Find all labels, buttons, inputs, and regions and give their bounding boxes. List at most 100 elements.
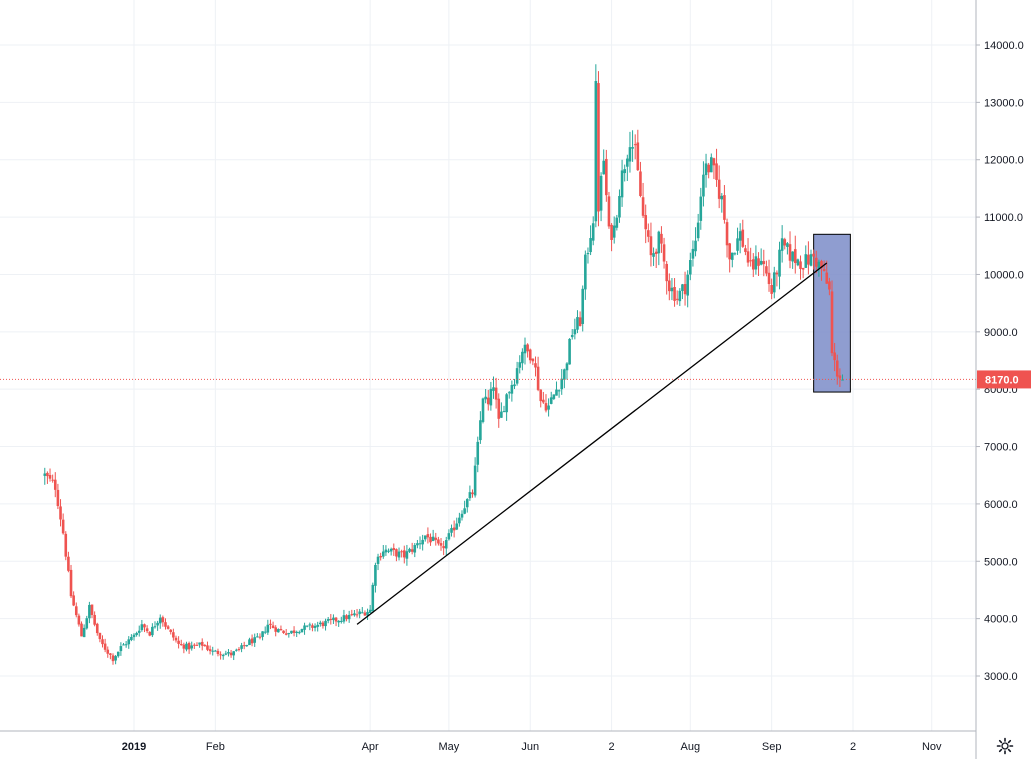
- candle: [709, 153, 713, 173]
- candle-body: [371, 584, 375, 611]
- candle-body: [476, 441, 480, 465]
- candle-body: [219, 654, 222, 656]
- candle: [308, 622, 312, 631]
- candle-body: [321, 622, 325, 627]
- x-tick-label: 2019: [122, 741, 146, 753]
- candle: [88, 601, 91, 624]
- candle-body: [460, 513, 464, 518]
- candle: [772, 266, 776, 299]
- candle-body: [793, 249, 797, 264]
- candle: [431, 529, 435, 542]
- candle: [237, 647, 241, 652]
- candle: [274, 625, 278, 637]
- candle-body: [334, 617, 338, 622]
- candle: [313, 623, 317, 632]
- candle: [53, 472, 57, 498]
- candle: [476, 436, 480, 473]
- candle: [418, 536, 422, 550]
- candle: [665, 261, 668, 295]
- candle-body: [161, 617, 165, 623]
- candle-body: [179, 644, 183, 646]
- candle-body: [660, 233, 663, 244]
- candle-body: [198, 642, 201, 645]
- candle-body: [172, 632, 175, 638]
- candle-body: [586, 252, 590, 255]
- candle-body: [85, 618, 89, 629]
- candle: [172, 628, 175, 641]
- candle: [804, 245, 808, 269]
- candle: [796, 258, 800, 267]
- candle-body: [410, 549, 414, 552]
- candle-body: [489, 388, 493, 406]
- candle-body: [673, 287, 676, 301]
- candle: [623, 164, 627, 182]
- candle: [683, 271, 687, 306]
- candle: [694, 227, 697, 257]
- candle-body: [360, 612, 364, 614]
- candle: [633, 134, 637, 160]
- candle: [602, 149, 606, 175]
- candle: [77, 613, 81, 627]
- candle-body: [796, 259, 800, 266]
- candle: [552, 394, 556, 401]
- candle: [200, 638, 204, 651]
- current-price-label: 8170.0: [977, 370, 1031, 389]
- candle: [786, 242, 789, 255]
- candle: [730, 252, 734, 268]
- candle: [284, 629, 288, 636]
- candle: [702, 161, 705, 207]
- candle: [765, 260, 768, 277]
- candle: [177, 636, 180, 649]
- candle: [421, 534, 424, 551]
- candle: [778, 241, 781, 290]
- candle-body: [442, 546, 445, 549]
- price-axis-ticks[interactable]: 14000.0 13000.0 12000.0 11000.0 10000.0 9000.…: [976, 40, 1024, 683]
- candle: [523, 337, 527, 365]
- candle-body: [720, 195, 724, 200]
- candle-body: [636, 142, 640, 171]
- time-axis-ticks[interactable]: 2019 Feb Apr May Jun 2 Aug Sep 2 Nov: [122, 741, 942, 753]
- candle: [534, 356, 537, 377]
- candle: [389, 547, 393, 556]
- candle: [340, 616, 343, 624]
- candle-body: [510, 384, 514, 394]
- candle-body: [626, 158, 629, 167]
- candle-body: [654, 251, 658, 254]
- candle-body: [749, 260, 752, 262]
- candle: [229, 649, 233, 658]
- gear-icon: [996, 737, 1014, 755]
- candle: [206, 641, 209, 652]
- candle: [654, 248, 658, 268]
- candle-body: [88, 604, 91, 619]
- candle-body: [292, 630, 296, 633]
- candle-body: [838, 375, 842, 379]
- candle-body: [788, 244, 792, 261]
- candle-body: [814, 257, 818, 267]
- settings-button[interactable]: [993, 734, 1017, 758]
- candle-body: [240, 645, 243, 649]
- candle: [814, 250, 818, 274]
- candle: [193, 643, 196, 649]
- candle-body: [479, 420, 482, 441]
- x-tick-label: Aug: [681, 741, 701, 753]
- candle: [143, 623, 146, 633]
- candle: [494, 377, 498, 409]
- candle-body: [450, 528, 453, 533]
- candle-body: [77, 615, 81, 625]
- candle-body: [405, 551, 409, 559]
- candle: [675, 290, 679, 305]
- candle: [515, 361, 519, 386]
- candle: [539, 389, 543, 408]
- candle-body: [103, 643, 107, 650]
- candle-body: [56, 489, 60, 507]
- candle: [641, 182, 645, 218]
- candle-body: [423, 535, 427, 540]
- candle-body: [269, 623, 272, 625]
- trendline[interactable]: [356, 262, 828, 625]
- candle: [442, 540, 445, 556]
- candle-body: [122, 644, 125, 646]
- candle: [757, 252, 760, 277]
- candle-body: [494, 387, 498, 400]
- candle: [668, 273, 671, 301]
